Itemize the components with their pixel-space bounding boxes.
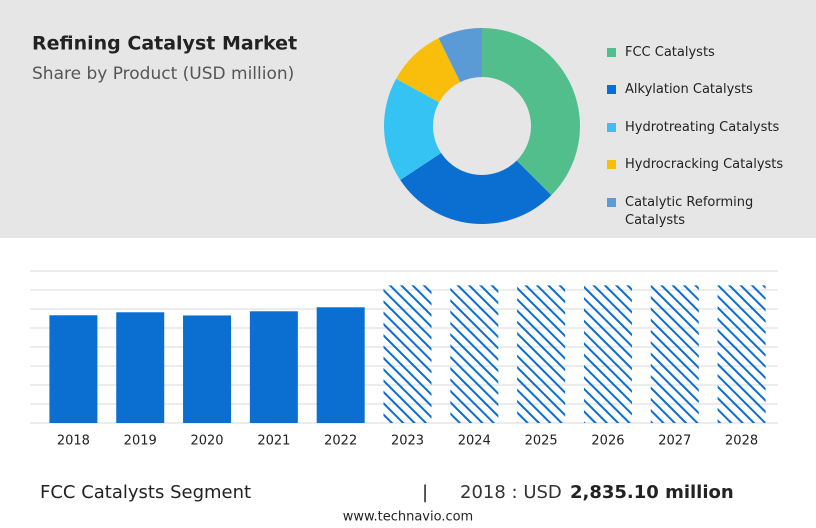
footer-segment: FCC Catalysts Segment (40, 482, 251, 503)
bar (183, 315, 232, 423)
legend-label: Hydrotreating Catalysts (625, 120, 780, 135)
footer-value: 2,835.10 million (570, 482, 734, 503)
legend-item: Catalytic Reforming Catalysts (607, 194, 790, 230)
legend-label: Hydrocracking Catalysts (625, 157, 784, 172)
x-tick-label: 2020 (190, 434, 223, 449)
bar (49, 315, 98, 423)
legend-item: Alkylation Catalysts (607, 81, 790, 99)
legend-swatch (607, 123, 616, 132)
footer-year: 2018 : USD (460, 482, 562, 503)
legend-item: Hydrocracking Catalysts (607, 156, 790, 174)
x-tick-label: 2018 (57, 434, 90, 449)
subtitle: Share by Product (USD million) (32, 64, 294, 84)
x-tick-label: 2026 (591, 434, 624, 449)
x-tick-label: 2023 (391, 434, 424, 449)
x-tick-label: 2028 (725, 434, 758, 449)
legend-swatch (607, 48, 616, 57)
bar (383, 285, 432, 423)
bar (650, 285, 699, 423)
legend-label: Catalytic Reforming Catalysts (625, 195, 754, 228)
source: www.technavio.com (343, 510, 473, 525)
donut-slice (396, 38, 461, 103)
legend-swatch (607, 85, 616, 94)
x-tick-label: 2024 (458, 434, 491, 449)
bar (583, 285, 632, 423)
legend-label: Alkylation Catalysts (625, 82, 753, 97)
legend-label: FCC Catalysts (625, 45, 715, 60)
x-tick-label: 2022 (324, 434, 357, 449)
donut-slice (384, 78, 442, 181)
x-tick-label: 2019 (124, 434, 157, 449)
donut-slice (438, 28, 482, 83)
bar (116, 312, 165, 423)
donut-slice (482, 28, 580, 196)
donut-slice (400, 153, 552, 224)
bar (249, 311, 298, 423)
legend-item: FCC Catalysts (607, 44, 790, 62)
bar (450, 285, 499, 423)
x-tick-label: 2025 (525, 434, 558, 449)
bar (316, 307, 365, 423)
legend-swatch (607, 160, 616, 169)
legend-item: Hydrotreating Catalysts (607, 119, 790, 137)
footer-separator: | (422, 482, 428, 503)
x-tick-label: 2027 (658, 434, 691, 449)
title: Refining Catalyst Market (32, 33, 297, 55)
bar (717, 285, 766, 423)
legend-swatch (607, 198, 616, 207)
bar (517, 285, 566, 423)
x-tick-label: 2021 (257, 434, 290, 449)
